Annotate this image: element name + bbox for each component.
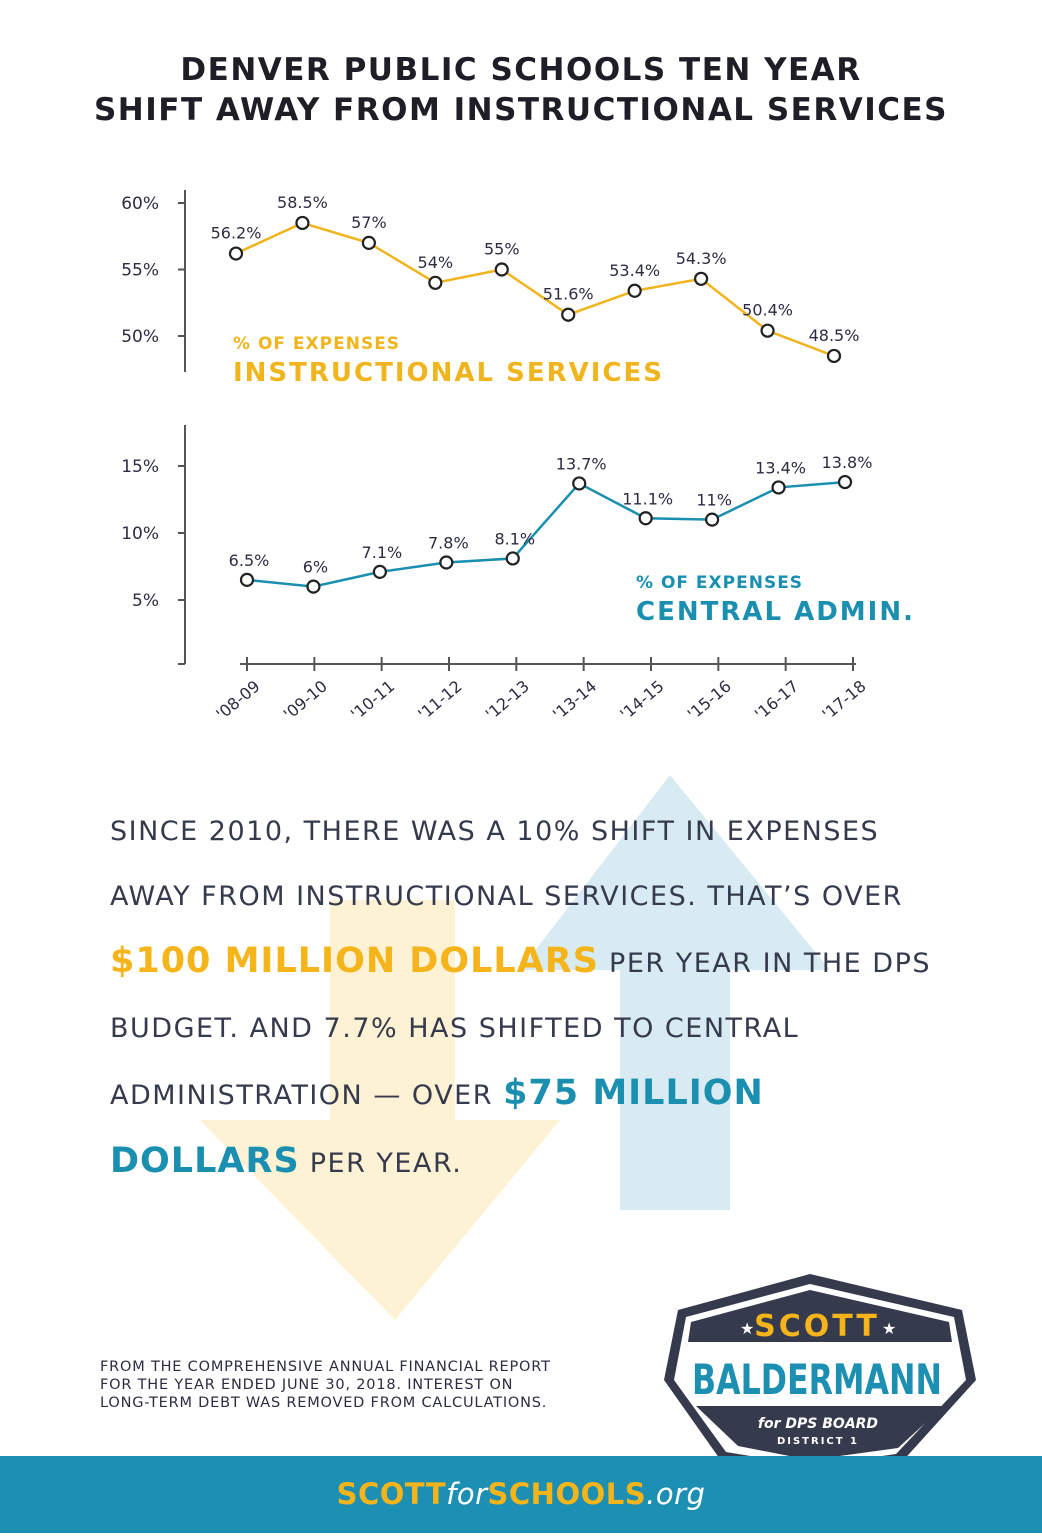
x-axis-tick-label: '17-18 [818, 677, 869, 724]
admin-data-label: 11% [696, 491, 732, 510]
instructional-data-label: 53.4% [609, 261, 660, 280]
central-admin-caption: % OF EXPENSES CENTRAL ADMIN. [636, 573, 915, 627]
title-line-1: DENVER PUBLIC SCHOOLS TEN YEAR [180, 52, 862, 88]
instructional-data-label: 58.5% [277, 193, 328, 212]
admin-data-point [771, 480, 786, 495]
instructional-data-label: 51.6% [543, 285, 594, 304]
x-axis-tick-label: '15-16 [684, 677, 735, 724]
footer-bar: SCOTTforSCHOOLS.org [0, 1456, 1042, 1533]
instructional-data-point [826, 348, 842, 364]
admin-data-point [505, 551, 520, 566]
footer-for: for [446, 1477, 488, 1511]
instructional-data-point [295, 215, 310, 231]
source-line-3: LONG-TERM DEBT WAS REMOVED FROM CALCULAT… [100, 1395, 548, 1411]
x-axis-tick-label: '11-12 [414, 677, 465, 724]
summary-text-1: SINCE 2010, THERE WAS A 10% SHIFT IN EXP… [110, 816, 903, 912]
x-axis-tick-label: '08-09 [212, 677, 263, 724]
badge-star-right-icon: ★ [882, 1319, 896, 1338]
admin-data-label: 8.1% [494, 529, 535, 548]
x-axis-tick-label: '16-17 [751, 677, 802, 724]
line-charts: 60% 55% 50% 56.2% 58.5% 57% 54% 55% 51.6% 53.4% 54… [121, 190, 873, 724]
badge-line-3: for DPS BOARD [758, 1416, 878, 1432]
instructional-data-label: 54% [418, 253, 454, 272]
footer-schools: SCHOOLS [487, 1477, 647, 1511]
instructional-data-point [561, 307, 576, 322]
x-axis-tick-label: '12-13 [482, 677, 533, 724]
instructional-data-point [428, 275, 443, 290]
badge-last-name: BALDERMANN [692, 1355, 942, 1404]
admin-data-point [239, 572, 255, 588]
admin-data-point [372, 564, 387, 579]
admin-y-tick-label: 5% [132, 591, 159, 611]
admin-data-label: 13.8% [822, 453, 873, 472]
source-line-1: FROM THE COMPREHENSIVE ANNUAL FINANCIAL … [100, 1359, 551, 1375]
admin-data-point [837, 474, 853, 490]
badge-line-4: DISTRICT 1 [777, 1436, 859, 1447]
page-title: DENVER PUBLIC SCHOOLS TEN YEAR SHIFT AWA… [0, 50, 1042, 130]
x-axis-tick-label: '09-10 [280, 677, 331, 724]
summary-paragraph: SINCE 2010, THERE WAS A 10% SHIFT IN EXP… [110, 800, 950, 1196]
admin-y-tick-label: 15% [121, 457, 159, 477]
badge-star-left-icon: ★ [740, 1319, 754, 1338]
instructional-data-label: 48.5% [809, 326, 860, 345]
admin-data-point [705, 512, 720, 527]
instructional-y-tick-label: 55% [121, 261, 159, 281]
instructional-data-point [494, 262, 509, 277]
up-arrow-icon [520, 775, 830, 1210]
admin-data-label: 13.4% [755, 458, 806, 477]
instructional-data-point [694, 271, 709, 286]
badge-top-band [688, 1290, 952, 1342]
admin-data-label: 6.5% [229, 551, 270, 570]
source-line-2: FOR THE YEAR ENDED JUNE 30, 2018. INTERE… [100, 1377, 514, 1393]
instructional-data-label: 56.2% [211, 224, 262, 243]
badge-first-name: SCOTT [754, 1309, 880, 1344]
highlight-100-million: $100 MILLION DOLLARS [110, 941, 599, 981]
admin-data-point [638, 511, 653, 526]
x-axis-tick-label: '10-11 [347, 677, 398, 724]
title-line-2: SHIFT AWAY FROM INSTRUCTIONAL SERVICES [93, 92, 949, 128]
instructional-data-point [361, 235, 376, 250]
admin-data-point [439, 555, 454, 570]
x-axis: '08-09 '09-10 '10-11 '11-12 '12-13 '13-14 '14-… [212, 657, 870, 724]
admin-data-point [306, 579, 321, 594]
admin-data-label: 13.7% [556, 454, 607, 473]
footer-scott: SCOTT [336, 1477, 447, 1511]
badge-bottom-band [696, 1406, 944, 1460]
background-arrows [200, 775, 830, 1320]
summary-text-3: PER YEAR. [299, 1147, 463, 1179]
admin-data-label: 7.1% [362, 543, 403, 562]
instructional-data-label: 54.3% [676, 249, 727, 268]
admin-series-line [246, 480, 846, 588]
admin-caption-big: CENTRAL ADMIN. [636, 597, 915, 627]
instructional-caption-big: INSTRUCTIONAL SERVICES [233, 358, 664, 388]
instructional-series-line [235, 221, 835, 358]
admin-data-label: 7.8% [428, 533, 469, 552]
summary-text-2: PER YEAR IN THE DPS BUDGET. AND 7.7% HAS… [110, 948, 931, 1111]
instructional-data-label: 50.4% [742, 301, 793, 320]
central-admin-chart: 15% 10% 5% 6.5% 6% 7.1% 7.8% 8.1% 13.7% 11.1% 11% 1… [121, 425, 873, 665]
x-axis-tick-label: '13-14 [549, 677, 600, 724]
admin-y-tick-label: 10% [121, 524, 159, 544]
x-axis-tick-label: '14-15 [616, 677, 667, 724]
instructional-data-point [228, 246, 244, 261]
instructional-data-point [760, 323, 775, 338]
down-arrow-icon [200, 900, 560, 1320]
instructional-y-tick-label: 60% [121, 194, 159, 214]
footer-org: .org [646, 1477, 706, 1511]
instructional-data-point [627, 283, 642, 298]
instructional-caption-small: % OF EXPENSES [233, 334, 401, 354]
highlight-75-million: $75 MILLION DOLLARS [110, 1073, 764, 1181]
instructional-data-label: 55% [484, 240, 520, 259]
source-note: FROM THE COMPREHENSIVE ANNUAL FINANCIAL … [100, 1358, 620, 1412]
campaign-badge: ★ ★ SCOTT BALDERMANN for DPS BOARD DISTR… [664, 1274, 976, 1476]
footer-website[interactable]: SCOTTforSCHOOLS.org [337, 1477, 706, 1511]
admin-data-point [572, 476, 587, 491]
admin-caption-small: % OF EXPENSES [636, 573, 804, 593]
instructional-services-caption: % OF EXPENSES INSTRUCTIONAL SERVICES [233, 334, 664, 388]
instructional-data-label: 57% [351, 213, 387, 232]
admin-data-label: 6% [303, 558, 328, 577]
instructional-y-tick-label: 50% [121, 327, 159, 347]
instructional-services-chart: 60% 55% 50% 56.2% 58.5% 57% 54% 55% 51.6% 53.4% 54… [121, 190, 859, 372]
admin-data-label: 11.1% [622, 489, 673, 508]
